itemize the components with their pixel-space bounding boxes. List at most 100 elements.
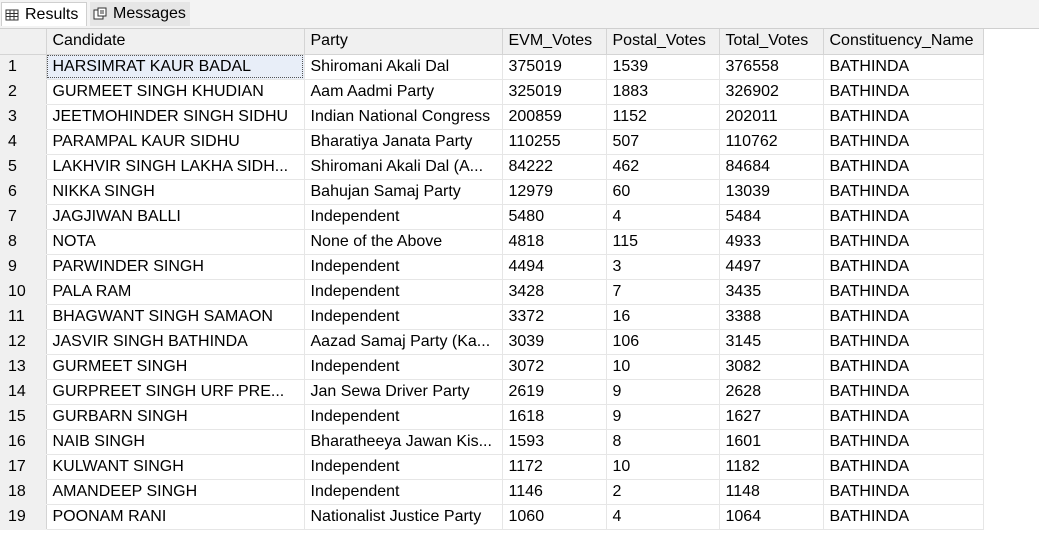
- candidate-cell[interactable]: BHAGWANT SINGH SAMAON: [46, 304, 305, 330]
- postal-votes-cell[interactable]: 1152: [606, 104, 720, 130]
- row-number-cell[interactable]: 8: [0, 229, 47, 255]
- row-number-cell[interactable]: 15: [0, 404, 47, 430]
- column-header-postal-votes[interactable]: Postal_Votes: [606, 29, 720, 55]
- table-row[interactable]: 10 PALA RAM Independent 3428 7 3435 BATHINDA: [0, 279, 984, 305]
- postal-votes-cell[interactable]: 4: [606, 204, 720, 230]
- evm-votes-cell[interactable]: 4494: [502, 254, 607, 280]
- postal-votes-cell[interactable]: 462: [606, 154, 720, 180]
- constituency-name-cell[interactable]: BATHINDA: [823, 129, 984, 155]
- table-row[interactable]: 1 HARSIMRAT KAUR BADAL Shiromani Akali Dal…: [0, 54, 984, 80]
- total-votes-cell[interactable]: 13039: [719, 179, 824, 205]
- row-number-cell[interactable]: 9: [0, 254, 47, 280]
- candidate-cell[interactable]: JEETMOHINDER SINGH SIDHU: [46, 104, 305, 130]
- party-cell[interactable]: Shiromani Akali Dal (A...: [304, 154, 503, 180]
- constituency-name-cell[interactable]: BATHINDA: [823, 404, 984, 430]
- evm-votes-cell[interactable]: 84222: [502, 154, 607, 180]
- column-header-constituency-name[interactable]: Constituency_Name: [823, 29, 984, 55]
- results-grid[interactable]: Candidate Party EVM_Votes Postal_Votes Total…: [0, 29, 1039, 549]
- candidate-cell[interactable]: NIKKA SINGH: [46, 179, 305, 205]
- candidate-cell[interactable]: HARSIMRAT KAUR BADAL: [46, 54, 305, 80]
- total-votes-cell[interactable]: 3082: [719, 354, 824, 380]
- evm-votes-cell[interactable]: 3428: [502, 279, 607, 305]
- table-row[interactable]: 16 NAIB SINGH Bharatheeya Jawan Kis... 1593…: [0, 429, 984, 455]
- table-row[interactable]: 4 PARAMPAL KAUR SIDHU Bharatiya Janata Par…: [0, 129, 984, 155]
- total-votes-cell[interactable]: 3145: [719, 329, 824, 355]
- row-number-cell[interactable]: 12: [0, 329, 47, 355]
- constituency-name-cell[interactable]: BATHINDA: [823, 379, 984, 405]
- party-cell[interactable]: Independent: [304, 254, 503, 280]
- constituency-name-cell[interactable]: BATHINDA: [823, 54, 984, 80]
- total-votes-cell[interactable]: 84684: [719, 154, 824, 180]
- postal-votes-cell[interactable]: 106: [606, 329, 720, 355]
- total-votes-cell[interactable]: 376558: [719, 54, 824, 80]
- postal-votes-cell[interactable]: 9: [606, 404, 720, 430]
- column-header-total-votes[interactable]: Total_Votes: [719, 29, 824, 55]
- constituency-name-cell[interactable]: BATHINDA: [823, 429, 984, 455]
- candidate-cell[interactable]: GURMEET SINGH: [46, 354, 305, 380]
- row-number-cell[interactable]: 4: [0, 129, 47, 155]
- party-cell[interactable]: None of the Above: [304, 229, 503, 255]
- evm-votes-cell[interactable]: 1618: [502, 404, 607, 430]
- postal-votes-cell[interactable]: 1883: [606, 79, 720, 105]
- evm-votes-cell[interactable]: 375019: [502, 54, 607, 80]
- row-number-cell[interactable]: 5: [0, 154, 47, 180]
- table-row[interactable]: 2 GURMEET SINGH KHUDIAN Aam Aadmi Party 325…: [0, 79, 984, 105]
- postal-votes-cell[interactable]: 1539: [606, 54, 720, 80]
- table-row[interactable]: 15 GURBARN SINGH Independent 1618 9 1627 BATHI…: [0, 404, 984, 430]
- evm-votes-cell[interactable]: 110255: [502, 129, 607, 155]
- tab-messages[interactable]: Messages: [90, 2, 190, 26]
- postal-votes-cell[interactable]: 60: [606, 179, 720, 205]
- total-votes-cell[interactable]: 1064: [719, 504, 824, 530]
- party-cell[interactable]: Bharatiya Janata Party: [304, 129, 503, 155]
- total-votes-cell[interactable]: 3388: [719, 304, 824, 330]
- party-cell[interactable]: Indian National Congress: [304, 104, 503, 130]
- table-row[interactable]: 12 JASVIR SINGH BATHINDA Aazad Samaj Party…: [0, 329, 984, 355]
- constituency-name-cell[interactable]: BATHINDA: [823, 204, 984, 230]
- postal-votes-cell[interactable]: 3: [606, 254, 720, 280]
- party-cell[interactable]: Independent: [304, 279, 503, 305]
- postal-votes-cell[interactable]: 8: [606, 429, 720, 455]
- postal-votes-cell[interactable]: 10: [606, 454, 720, 480]
- table-row[interactable]: 8 NOTA None of the Above 4818 115 4933 BATHIND…: [0, 229, 984, 255]
- total-votes-cell[interactable]: 1601: [719, 429, 824, 455]
- evm-votes-cell[interactable]: 12979: [502, 179, 607, 205]
- postal-votes-cell[interactable]: 4: [606, 504, 720, 530]
- party-cell[interactable]: Nationalist Justice Party: [304, 504, 503, 530]
- constituency-name-cell[interactable]: BATHINDA: [823, 304, 984, 330]
- postal-votes-cell[interactable]: 10: [606, 354, 720, 380]
- candidate-cell[interactable]: JAGJIWAN BALLI: [46, 204, 305, 230]
- constituency-name-cell[interactable]: BATHINDA: [823, 79, 984, 105]
- evm-votes-cell[interactable]: 200859: [502, 104, 607, 130]
- evm-votes-cell[interactable]: 1172: [502, 454, 607, 480]
- evm-votes-cell[interactable]: 3372: [502, 304, 607, 330]
- constituency-name-cell[interactable]: BATHINDA: [823, 354, 984, 380]
- total-votes-cell[interactable]: 3435: [719, 279, 824, 305]
- evm-votes-cell[interactable]: 3039: [502, 329, 607, 355]
- evm-votes-cell[interactable]: 1593: [502, 429, 607, 455]
- candidate-cell[interactable]: PARAMPAL KAUR SIDHU: [46, 129, 305, 155]
- row-number-cell[interactable]: 16: [0, 429, 47, 455]
- candidate-cell[interactable]: GURMEET SINGH KHUDIAN: [46, 79, 305, 105]
- constituency-name-cell[interactable]: BATHINDA: [823, 329, 984, 355]
- candidate-cell[interactable]: POONAM RANI: [46, 504, 305, 530]
- party-cell[interactable]: Independent: [304, 454, 503, 480]
- table-row[interactable]: 9 PARWINDER SINGH Independent 4494 3 4497 BATH…: [0, 254, 984, 280]
- row-number-cell[interactable]: 2: [0, 79, 47, 105]
- candidate-cell[interactable]: PARWINDER SINGH: [46, 254, 305, 280]
- evm-votes-cell[interactable]: 1060: [502, 504, 607, 530]
- party-cell[interactable]: Independent: [304, 204, 503, 230]
- total-votes-cell[interactable]: 5484: [719, 204, 824, 230]
- table-row[interactable]: 7 JAGJIWAN BALLI Independent 5480 4 5484 BATHI…: [0, 204, 984, 230]
- row-number-cell[interactable]: 6: [0, 179, 47, 205]
- candidate-cell[interactable]: AMANDEEP SINGH: [46, 479, 305, 505]
- constituency-name-cell[interactable]: BATHINDA: [823, 479, 984, 505]
- party-cell[interactable]: Shiromani Akali Dal: [304, 54, 503, 80]
- total-votes-cell[interactable]: 202011: [719, 104, 824, 130]
- row-number-cell[interactable]: 7: [0, 204, 47, 230]
- candidate-cell[interactable]: JASVIR SINGH BATHINDA: [46, 329, 305, 355]
- table-row[interactable]: 13 GURMEET SINGH Independent 3072 10 3082 BATH…: [0, 354, 984, 380]
- total-votes-cell[interactable]: 4933: [719, 229, 824, 255]
- table-row[interactable]: 6 NIKKA SINGH Bahujan Samaj Party 12979 60 13…: [0, 179, 984, 205]
- row-number-cell[interactable]: 13: [0, 354, 47, 380]
- candidate-cell[interactable]: PALA RAM: [46, 279, 305, 305]
